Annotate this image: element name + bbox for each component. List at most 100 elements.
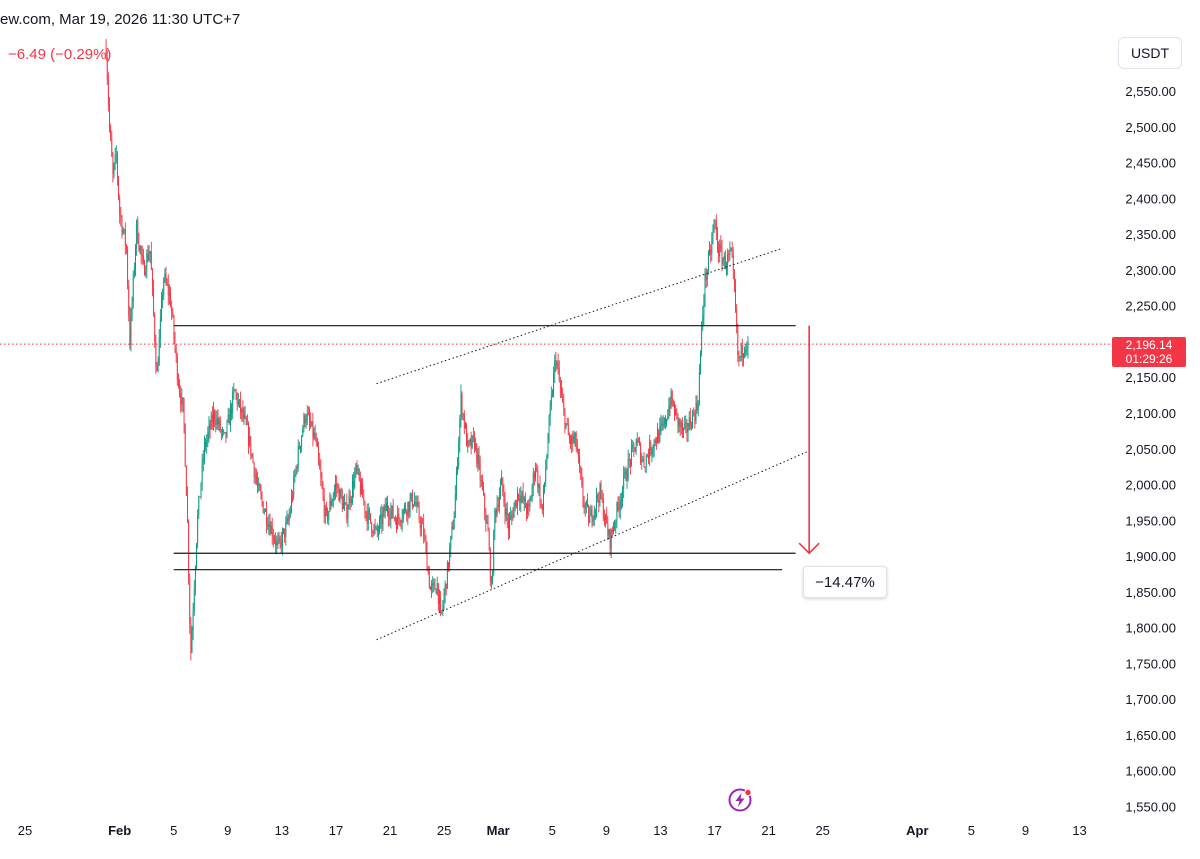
currency-button[interactable]: USDT [1118, 37, 1182, 69]
candle-body [199, 496, 201, 498]
candle-body [542, 489, 544, 510]
candle-body [387, 503, 388, 511]
candle-body [297, 445, 299, 468]
candle-body [487, 522, 489, 532]
candle-body [142, 256, 144, 262]
candle-body [625, 470, 627, 481]
candle-body [422, 523, 423, 525]
candle-body [633, 444, 635, 448]
candle-body [620, 499, 622, 502]
candle-body [177, 380, 179, 386]
candle-body [258, 484, 260, 486]
candle-body [457, 466, 458, 469]
candle-body [515, 500, 517, 507]
candle-body [116, 154, 118, 178]
candle-body [514, 500, 516, 507]
candle-body [452, 526, 454, 530]
candle-body [263, 511, 265, 513]
candle-body [132, 274, 134, 302]
candle-body [217, 417, 219, 425]
candle-body [396, 520, 397, 529]
candle-body [286, 518, 288, 523]
candle-body [572, 435, 574, 443]
candle-body [721, 248, 723, 265]
candle-body [597, 494, 599, 500]
candle-body [733, 270, 735, 288]
candle-body [139, 246, 141, 250]
candle-body [261, 495, 263, 502]
last-price: 2,196.14 [1125, 338, 1173, 352]
candle-body [364, 501, 366, 513]
candle-body [383, 505, 385, 513]
candle-body [200, 483, 202, 497]
candle-body [243, 414, 245, 418]
candle-body [598, 499, 600, 503]
candle-body [140, 246, 142, 255]
candle-body [278, 538, 280, 542]
candle-body [527, 504, 529, 514]
candle-body [254, 475, 256, 478]
candle-body [687, 429, 689, 433]
candle-body [636, 439, 638, 446]
candle-body [162, 295, 164, 300]
candle-body [662, 423, 664, 426]
candle-body [588, 505, 590, 523]
candle-body [446, 562, 448, 589]
price-axis[interactable]: 2,550.00 2,500.00 2,450.00 2,400.00 2,350.00… [1125, 84, 1176, 815]
candle-body [622, 489, 623, 500]
candle-body [593, 510, 595, 520]
candle-body [504, 501, 506, 516]
candle-body [327, 509, 329, 520]
candle-body [401, 518, 403, 523]
candle-body [333, 490, 335, 497]
candle-body [402, 510, 404, 519]
candle-body [444, 583, 446, 595]
lightning-bolt-icon[interactable] [727, 787, 753, 813]
candle-body [414, 501, 416, 505]
candle-body [745, 349, 747, 352]
candle-body [441, 610, 443, 612]
candle-body [425, 538, 427, 548]
candle-body [467, 440, 469, 447]
x-tick-label: 9 [224, 823, 231, 838]
y-tick-label: 2,500.00 [1125, 120, 1176, 135]
candle-body [322, 486, 324, 497]
candle-body [310, 421, 312, 426]
last-price-tag: 2,196.14 01:29:26 [1112, 337, 1186, 367]
candle-body [220, 431, 222, 432]
candle-body [507, 520, 509, 531]
x-tick-label: Apr [906, 823, 928, 838]
candle-body [513, 506, 515, 518]
candle-body [493, 530, 495, 574]
candle-body [711, 240, 713, 255]
candle-body [397, 513, 399, 529]
candle-body [331, 501, 333, 506]
candle-body [606, 514, 608, 524]
candle-body [107, 79, 109, 104]
candle-body [616, 502, 618, 522]
candle-body [419, 520, 421, 529]
candle-body [496, 505, 498, 515]
price-change: −6.49 (−0.29%) [8, 46, 112, 63]
candle-body [432, 582, 434, 586]
candle-body [288, 515, 290, 521]
drawings[interactable] [173, 247, 820, 641]
candle-body [568, 435, 570, 441]
candle-body [634, 447, 636, 452]
time-axis[interactable]: 25 Feb 5 9 13 17 21 25 Mar 5 9 13 17 21 25 Apr 5 9 13 [18, 823, 1087, 838]
candle-body [523, 497, 525, 502]
candle-body [643, 458, 645, 467]
candle-body [198, 496, 200, 515]
candle-body [530, 498, 532, 501]
candle-body [189, 577, 191, 624]
candle-body [607, 523, 609, 536]
candle-body [549, 406, 551, 417]
candle-body [688, 417, 690, 430]
candle-body [648, 456, 649, 459]
x-tick-label: 13 [275, 823, 289, 838]
y-tick-label: 1,750.00 [1125, 656, 1176, 671]
candle-body [670, 391, 672, 408]
candle-body [113, 163, 115, 174]
projection-arrow-head [798, 542, 820, 555]
